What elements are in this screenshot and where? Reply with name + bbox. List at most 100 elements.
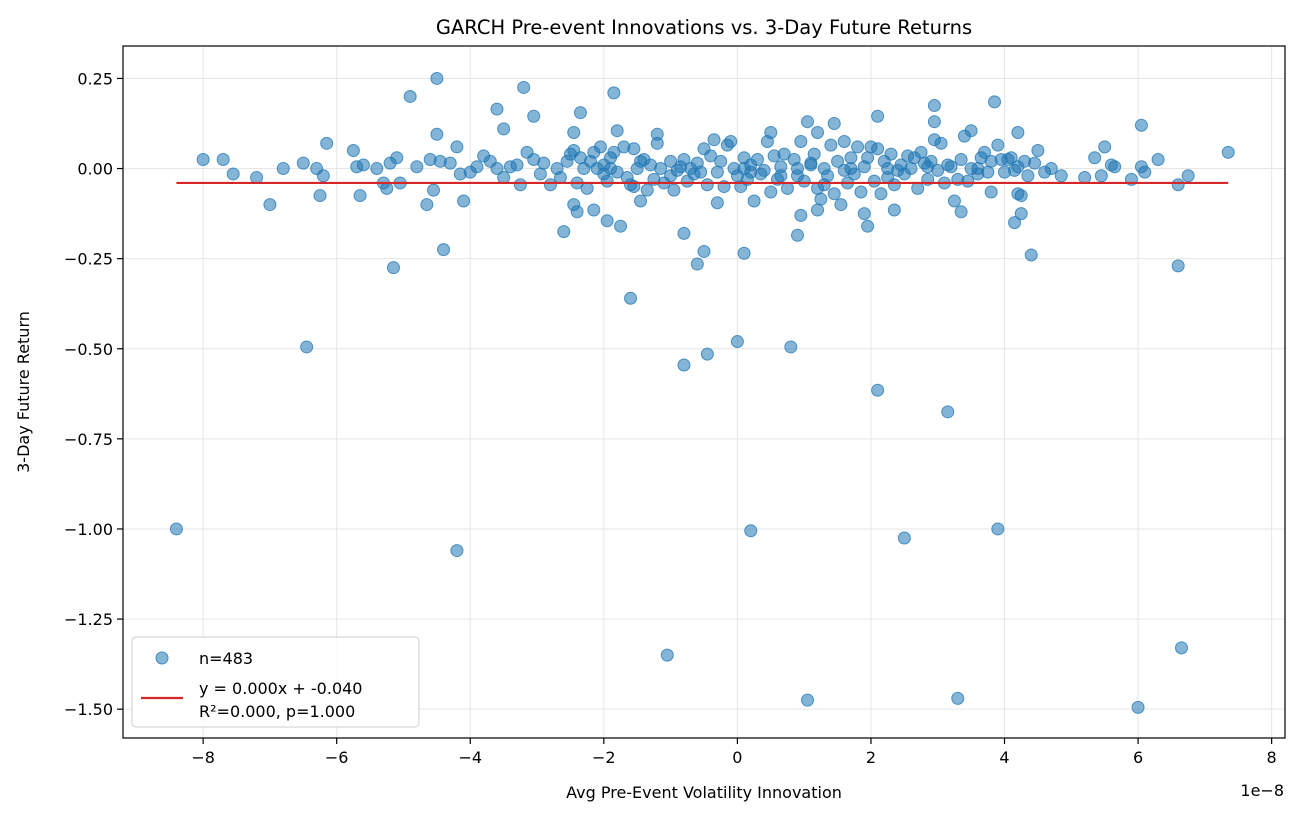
scatter-point [834,198,848,212]
x-tick-label: 2 [866,748,876,767]
scatter-point [871,383,885,397]
scatter-point [837,163,851,177]
scatter-point [867,174,881,188]
scatter-point [1024,248,1038,262]
legend-fit-label-line1: y = 0.000x + -0.040 [199,679,362,698]
scatter-point [760,135,774,149]
scatter-point [817,178,831,192]
scatter-point [694,165,708,179]
scatter-point [557,225,571,239]
scatter-point [320,136,334,150]
scatter-point [664,154,678,168]
scatter-point [614,219,628,233]
legend-scatter-marker [155,651,169,665]
scatter-point [831,154,845,168]
scatter-point [1078,171,1092,185]
scatter-point [654,162,668,176]
scatter-point [580,181,594,195]
scatter-point [921,160,935,174]
scatter-point [250,171,264,185]
scatter-point [991,138,1005,152]
scatter-point [730,335,744,349]
scatter-point [430,127,444,141]
scatter-point [991,522,1005,536]
y-tick-label: −0.25 [64,250,113,269]
scatter-point [1174,641,1188,655]
scatter-point [300,340,314,354]
scatter-point [777,147,791,161]
scatter-point [737,151,751,165]
legend-box [131,636,420,728]
scatter-point [794,208,808,222]
scatter-point [316,169,330,183]
scatter-point [757,163,771,177]
scatter-point [597,167,611,181]
y-tick-label: 0.25 [77,69,113,88]
scatter-point [1171,178,1185,192]
scatter-point [774,169,788,183]
x-tick-label: 0 [732,748,742,767]
scatter-point [737,246,751,260]
scatter-point [947,194,961,208]
scatter-point [1221,145,1235,159]
scatter-point [811,126,825,139]
scatter-point [634,154,648,168]
scatter-point [607,86,621,100]
scatter-point [450,544,464,558]
scatter-point [871,109,885,123]
scatter-point [1004,151,1018,165]
scatter-point [984,185,998,199]
scatter-point [196,153,210,167]
scatter-point [1171,259,1185,273]
scatter-point [169,522,183,536]
scatter-point [750,153,764,167]
scatter-point [1008,216,1022,230]
scatter-point [380,181,394,195]
scatter-point [450,140,464,154]
scatter-point [801,693,815,707]
scatter-point [443,156,457,170]
scatter-point [537,156,551,170]
scatter-point [911,181,925,195]
scatter-point [470,160,484,174]
scatter-point [700,347,714,361]
scatter-point [457,194,471,208]
x-tick-label: −6 [325,748,349,767]
scatter-point [887,178,901,192]
scatter-point [634,194,648,208]
scatter-point [854,185,868,199]
scatter-point [567,198,581,212]
scatter-point [827,116,841,130]
scatter-point [1008,163,1022,177]
scatter-point [437,243,451,257]
scatter-point [543,178,557,192]
scatter-point [704,149,718,163]
scatter-point [884,147,898,161]
scatter-point [573,106,587,120]
scatter-point [1138,165,1152,179]
legend-scatter-label: n=483 [199,649,253,668]
scatter-point [1028,156,1042,170]
scatter-point [988,95,1001,109]
scatter-point [1031,144,1045,158]
scatter-point [747,194,761,208]
scatter-point [891,163,905,177]
scatter-point [707,133,721,147]
scatter-point [811,203,825,217]
scatter-point [697,244,711,258]
scatter-point [961,174,975,188]
scatter-point [801,115,815,129]
scatter-point [857,207,871,221]
scatter-point [784,340,798,354]
scatter-point [874,187,888,201]
scatter-point [353,189,367,203]
scatter-point [533,167,547,181]
scatter-point [593,140,607,154]
y-axis-label: 3-Day Future Return [14,311,33,473]
scatter-point [954,205,968,219]
scatter-point [1131,700,1145,714]
x-tick-label: 6 [1133,748,1143,767]
scatter-point [861,151,875,165]
legend: n=483 y = 0.000x + -0.040 R²=0.000, p=1.… [131,636,420,728]
